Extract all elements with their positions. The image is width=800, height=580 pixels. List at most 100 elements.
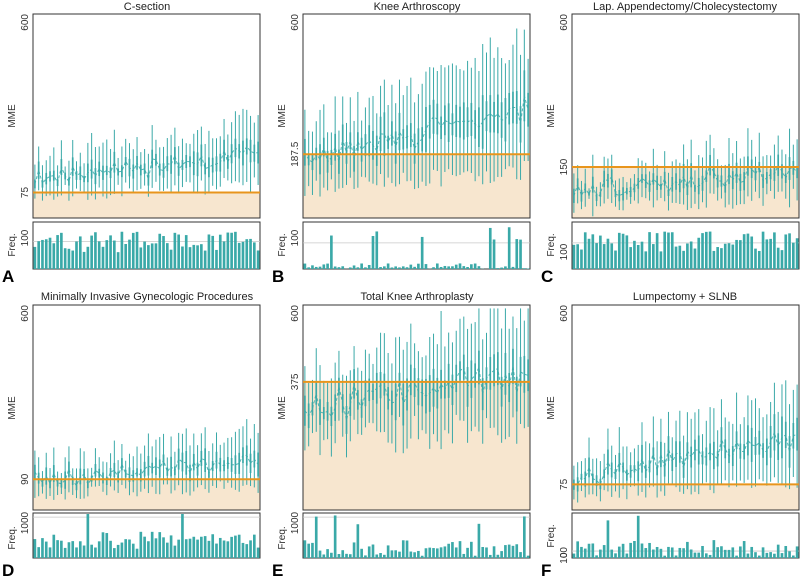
panel-a-freq-bar — [124, 244, 128, 269]
panel-d-freq-bar — [200, 536, 203, 558]
panel-a-freq-bar — [147, 245, 150, 269]
panel-c-freq-bar — [614, 250, 617, 269]
panel-f-freq-bar — [727, 549, 731, 558]
panel-b-ytick-max: 600 — [290, 14, 301, 31]
panel-a-freq-bar — [71, 250, 75, 269]
panel-c-box — [743, 172, 745, 191]
panel-e-freq-bar — [485, 547, 488, 558]
panel-a-freq-bar — [97, 241, 101, 269]
panel-b-freq-bar — [337, 267, 341, 269]
panel-c-freq-bar — [652, 244, 655, 269]
panel-f: Lumpectomy + SLNB MME 600 75 Freq. 0 100… — [541, 291, 800, 580]
panel-c-box — [622, 187, 624, 201]
panel-c-box — [728, 163, 730, 185]
panel-d-freq-bar — [116, 544, 120, 558]
panel-f-freq-bar — [750, 546, 754, 558]
panel-e-freq-bar — [356, 524, 360, 558]
panel-a-freq-bar — [158, 233, 162, 269]
panel-f-freq-frame — [571, 512, 800, 559]
panel-b-freq-bar — [424, 264, 428, 269]
panel-c-freq-bar — [701, 233, 704, 269]
panel-e-box — [470, 360, 473, 398]
panel-e-freq-bar — [311, 542, 314, 558]
panel-f-freq-bar — [595, 555, 598, 558]
panel-c-freq-bar — [625, 235, 629, 269]
panel-d-freq-bar — [154, 538, 158, 558]
panel-a-freq-bar — [48, 237, 52, 269]
panel-d-y-axis-label: MME — [7, 396, 18, 420]
panel-d-box — [151, 462, 154, 474]
panel-d-freq-bar — [41, 538, 44, 558]
panel-d-freq-bar — [237, 534, 241, 558]
panel-c-freq-bar — [723, 243, 727, 269]
panel-e-freq-bar — [492, 546, 496, 558]
panel-f-freq-bar — [761, 547, 765, 558]
panel-d-freq-bar — [177, 539, 180, 558]
panel-b-freq-bar — [432, 267, 435, 269]
panel-b-freq-bar — [398, 267, 401, 269]
panel-a-box — [230, 144, 233, 164]
panel-e-freq-bar — [458, 541, 462, 558]
panel-d-box — [234, 455, 237, 474]
panel-b-freq-bar — [454, 264, 458, 269]
panel-b-freq-bar — [311, 265, 314, 269]
panel-f-freq-bar — [602, 545, 606, 558]
panel-b-freq-bar — [364, 267, 367, 269]
panel-e-freq-bar — [477, 523, 481, 558]
panel-d-freq-bar — [113, 548, 116, 558]
panel-e-box — [527, 359, 529, 392]
panel-d-box — [189, 464, 191, 482]
panel-c-freq-bar — [754, 248, 757, 269]
panel-b-freq-bar — [375, 231, 379, 269]
panel-f-freq-bar — [670, 547, 674, 558]
panel-d-box — [121, 458, 123, 471]
panel-e-freq-label: Freq. — [277, 526, 288, 549]
panel-f-freq-bar — [614, 553, 617, 558]
panel-a-freq-bar — [165, 243, 169, 269]
panel-c-box — [754, 167, 757, 181]
panel-a-box — [170, 155, 172, 174]
panel-c-y-axis-label: MME — [546, 104, 557, 128]
panel-a-box — [257, 141, 259, 164]
panel-e-box — [330, 406, 333, 427]
panel-d-freq-bar — [162, 537, 165, 558]
panel-a-freq-bar — [135, 231, 139, 269]
panel-e-box — [311, 402, 314, 416]
panel-c-freq-bar — [595, 243, 598, 269]
panel-d-freq-bar — [150, 531, 154, 558]
panel-f-box — [697, 435, 700, 465]
panel-f-ytick-max: 600 — [559, 305, 570, 322]
panel-d-box — [238, 452, 241, 474]
panel-a-freq-bar — [230, 232, 233, 269]
panel-c-box — [573, 188, 575, 203]
panel-f-freq-bar — [674, 555, 678, 558]
panel-f-freq-bar — [617, 546, 621, 558]
panel-d-box — [68, 461, 70, 477]
panel-f-freq-bar — [723, 549, 727, 558]
panel-a-freq-bar — [128, 239, 131, 269]
panel-a-freq-bar — [120, 231, 124, 269]
panel-b-freq-bar — [307, 267, 310, 269]
panel-e-box — [478, 350, 480, 385]
panel-c-freq-bar — [644, 251, 648, 269]
panel-e-freq-bar — [409, 551, 413, 558]
panel-d-box — [192, 453, 195, 471]
panel-d-freq-bar — [181, 514, 184, 558]
panel-a-box — [34, 179, 36, 189]
panel-d-box — [113, 462, 116, 478]
panel-a-freq-bar — [253, 242, 256, 269]
panel-f-freq-bar — [708, 554, 712, 558]
panel-a-threshold-shade — [33, 192, 260, 218]
panel-a-freq-bar — [169, 249, 173, 269]
panel-c-freq-bar — [776, 247, 780, 269]
panel-a-box — [143, 163, 146, 175]
panel-a-box — [223, 139, 225, 162]
panel-b-freq-bar — [330, 235, 333, 269]
panel-f-freq-bar — [739, 546, 742, 558]
panel-e-box — [345, 406, 348, 434]
panel-f-box — [724, 439, 727, 459]
panel-f-freq-plot — [572, 515, 799, 558]
panel-a-freq-bar — [75, 241, 78, 269]
panel-b-freq-bar — [390, 267, 394, 269]
panel-d-title: Minimally Invasive Gynecologic Procedure… — [41, 291, 254, 303]
